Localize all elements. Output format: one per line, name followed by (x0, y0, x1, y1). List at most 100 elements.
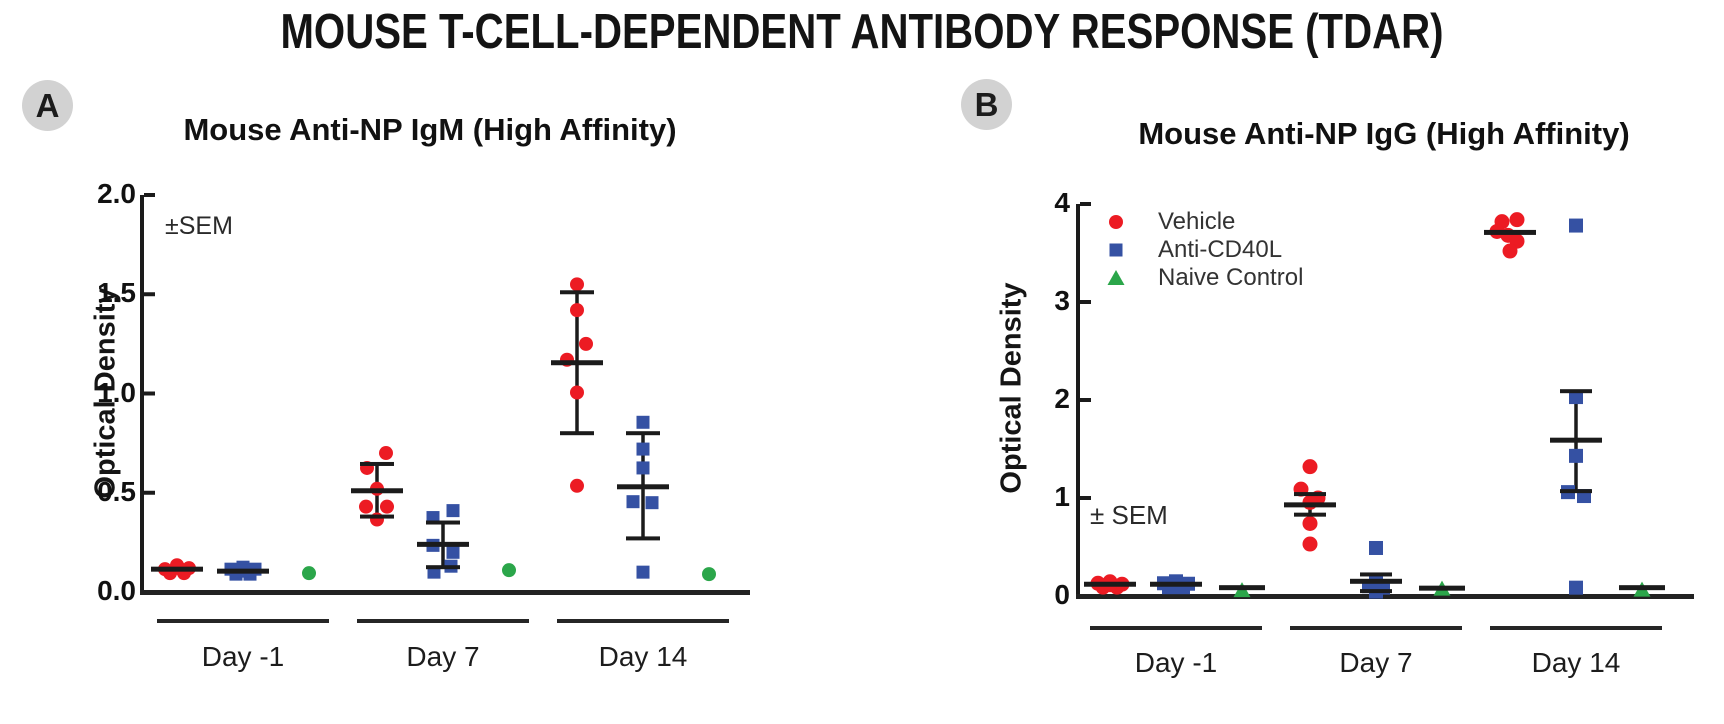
panel-b-y-tick-label: 2 (1054, 383, 1070, 414)
panel-a-y-axis-spine (140, 195, 144, 594)
panel-b-vehicle-mean-line (1284, 502, 1336, 508)
panel-b-y-axis-spine (1076, 204, 1080, 598)
panel-b-anti-cd40l-mean-line (1350, 578, 1402, 584)
panel-a-anti-cd40l-error-cap (426, 520, 460, 525)
legend-anti-cd40l-label: Anti-CD40L (1158, 236, 1283, 263)
panel-b-vehicle-mean-line (1084, 581, 1136, 587)
panel-b-x-group-label: Day -1 (1134, 647, 1218, 678)
naive-control-point (302, 566, 316, 581)
panel-b-naive-control-mean-line (1619, 585, 1665, 591)
panel-b-anti-cd40l-error-cap (1360, 572, 1392, 577)
legend-naive-control-label: Naive Control (1158, 264, 1304, 291)
panel-a-sem-annotation: ±SEM (165, 212, 233, 240)
panel-a-group-underline (357, 619, 529, 623)
panel-a-y-tick (144, 391, 155, 396)
panel-a-y-tick (144, 193, 155, 197)
panel-b-y-tick (1080, 496, 1091, 500)
panel-b-y-tick (1080, 398, 1091, 402)
anti-cd40l-point (446, 545, 460, 559)
panel-b-badge: B (961, 79, 1012, 130)
vehicle-point (579, 336, 593, 351)
panel-a-group-underline (557, 619, 729, 623)
anti-cd40l-point (1569, 390, 1583, 405)
panel-b-sem-annotation: ± SEM (1090, 500, 1168, 530)
panel-a-vehicle-mean-line (551, 360, 603, 366)
vehicle-point (379, 446, 393, 461)
panel-b-anti-cd40l-error-cap (1360, 589, 1392, 594)
panel-a-anti-cd40l-mean-line (417, 541, 469, 547)
panel-b-anti-cd40l-error-cap (1560, 389, 1592, 394)
panel-b-vehicle-error-cap (1294, 492, 1326, 497)
anti-cd40l-point (645, 496, 659, 510)
panel-a-anti-cd40l-error-cap (626, 431, 660, 436)
panel-b-y-tick-label: 0 (1054, 579, 1070, 610)
panel-b-group-underline (1490, 626, 1662, 630)
panel-a-vehicle-error-cap (560, 431, 594, 436)
panel-a-anti-cd40l-mean-line (217, 568, 269, 574)
panel-a-y-tick-label: 1.0 (97, 376, 136, 408)
panel-b-group-underline (1290, 626, 1462, 630)
panel-b-y-tick (1080, 300, 1091, 304)
panel-b-anti-cd40l-error-cap (1560, 489, 1592, 494)
panel-b-group-underline (1090, 626, 1262, 630)
panel-b-y-tick-label: 1 (1054, 481, 1070, 512)
panel-b-naive-control-mean-line (1419, 585, 1465, 591)
vehicle-point (1302, 536, 1318, 552)
legend-anti-cd40l-marker (1109, 243, 1123, 257)
legend-vehicle-label: Vehicle (1158, 208, 1236, 235)
legend-naive-control-marker (1107, 270, 1125, 285)
anti-cd40l-point (1569, 218, 1583, 233)
panel-a-y-tick (144, 490, 155, 495)
vehicle-point (359, 499, 373, 514)
panel-b-vehicle-error-cap (1294, 512, 1326, 517)
panel-a-anti-cd40l-error-cap (426, 565, 460, 570)
vehicle-point (570, 478, 584, 493)
anti-cd40l-point (636, 442, 650, 456)
panel-a-x-group-label: Day 7 (406, 641, 480, 672)
panel-a-group-underline (157, 619, 329, 623)
figure-title: MOUSE T-CELL-DEPENDENT ANTIBODY RESPONSE… (280, 5, 1444, 59)
panel-a-vehicle-error-cap (560, 290, 594, 295)
panel-a-vehicle-error-cap (360, 461, 394, 466)
panel-a-anti-cd40l-mean-line (617, 484, 669, 490)
vehicle-point (380, 499, 394, 514)
panel-a-y-tick-label: 0.0 (97, 575, 136, 606)
naive-control-point (502, 563, 516, 578)
panel-a-y-tick-label: 1.5 (97, 277, 136, 309)
panel-b-x-group-label: Day 14 (1531, 647, 1621, 678)
anti-cd40l-point (636, 461, 650, 475)
vehicle-point (1302, 515, 1318, 531)
anti-cd40l-point (626, 495, 640, 509)
anti-cd40l-point (1569, 580, 1583, 595)
panel-b-y-tick (1080, 202, 1091, 206)
panel-b-anti-cd40l-mean-line (1550, 437, 1602, 443)
anti-cd40l-point (446, 504, 460, 518)
anti-cd40l-point (1369, 540, 1383, 555)
panel-b-x-axis-baseline (1076, 594, 1694, 599)
panel-a-title: Mouse Anti-NP IgM (High Affinity) (183, 112, 677, 147)
panel-b-naive-control-mean-line (1219, 585, 1265, 591)
vehicle-point (1502, 243, 1518, 259)
vehicle-point (570, 277, 584, 292)
panel-b-anti-cd40l-mean-line (1150, 581, 1202, 587)
naive-control-point (702, 567, 716, 582)
panel-a-vehicle-mean-line (151, 566, 203, 572)
anti-cd40l-point (636, 415, 650, 429)
panel-a-y-tick-label: 0.5 (97, 475, 136, 507)
panel-a-x-axis-baseline (140, 590, 750, 595)
vehicle-point (570, 385, 584, 400)
vehicle-point (570, 303, 584, 318)
panel-a-anti-cd40l-error-cap (626, 536, 660, 541)
panel-b-title: Mouse Anti-NP IgG (High Affinity) (1138, 116, 1630, 151)
panel-b-y-tick-label: 3 (1054, 285, 1070, 316)
vehicle-point (1302, 459, 1318, 475)
panel-b-y-tick-label: 4 (1054, 187, 1070, 218)
panel-b-x-group-label: Day 7 (1339, 647, 1413, 678)
vehicle-point (1509, 212, 1525, 228)
panel-a-y-tick (144, 292, 155, 297)
panel-a-vehicle-error-cap (360, 514, 394, 519)
panel-b-vehicle-mean-line (1484, 229, 1536, 235)
panel-a-badge: A (22, 80, 73, 131)
